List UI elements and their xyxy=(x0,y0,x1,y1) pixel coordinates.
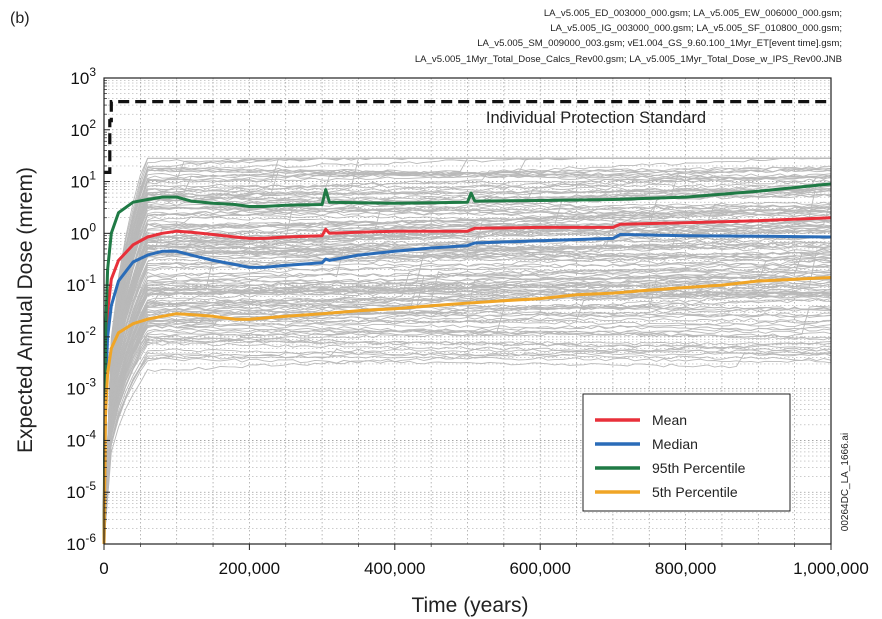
realization-line xyxy=(103,241,832,545)
realization-line xyxy=(103,269,832,545)
y-tick-label: 102 xyxy=(70,117,96,140)
realization-line xyxy=(103,265,832,545)
y-axis-label: Expected Annual Dose (mrem) xyxy=(14,167,37,453)
plot-frame xyxy=(103,77,832,545)
x-tick-label: 1,000,000 xyxy=(793,559,869,578)
realization-line xyxy=(103,265,832,545)
realization-line xyxy=(103,306,832,545)
realization-line xyxy=(103,204,832,545)
realization-line xyxy=(103,348,832,545)
realization-line xyxy=(103,340,832,545)
realization-line xyxy=(103,157,831,545)
legend-label: Median xyxy=(652,436,698,452)
realization-line xyxy=(103,312,832,545)
file-list: LA_v5.005_ED_003000_000.gsm; LA_v5.005_E… xyxy=(222,6,842,67)
realization-line xyxy=(103,168,832,545)
x-tick-label: 400,000 xyxy=(364,559,425,578)
realization-line xyxy=(103,247,832,545)
realization-line xyxy=(103,175,832,545)
series-line xyxy=(102,276,832,545)
series-line xyxy=(102,233,832,545)
x-axis-label: Time (years) xyxy=(411,594,528,617)
legend-label: 95th Percentile xyxy=(652,460,746,476)
realization-line xyxy=(103,303,832,545)
realization-line xyxy=(103,219,832,545)
y-tick-label: 10-1 xyxy=(66,272,96,295)
realization-line xyxy=(103,326,832,545)
realization-line xyxy=(103,165,832,545)
realization-line xyxy=(103,340,832,545)
y-tick-label: 10-2 xyxy=(66,324,96,347)
realization-line xyxy=(103,166,832,545)
realization-line xyxy=(103,295,832,545)
realization-line xyxy=(103,228,832,545)
x-tick-label: 800,000 xyxy=(655,559,716,578)
x-tick-label: 200,000 xyxy=(219,559,280,578)
y-tick-label: 100 xyxy=(70,220,96,243)
x-tick-label: 600,000 xyxy=(509,559,570,578)
protection-standard-line xyxy=(104,100,831,174)
realization-line xyxy=(103,226,832,545)
legend: Mean Median 95th Percentile 5th Percentile xyxy=(582,393,791,512)
series-lines xyxy=(102,182,832,545)
legend-label: Mean xyxy=(652,412,687,428)
y-tick-label: 10-5 xyxy=(66,479,96,502)
y-axis-ticks: 10-6 10-5 10-4 10-3 10-2 10-1 100 101 102 103 xyxy=(66,65,110,554)
standard-annotation: Individual Protection Standard xyxy=(486,109,706,127)
realization-line xyxy=(103,206,832,545)
realization-line xyxy=(103,262,832,545)
realization-line xyxy=(103,279,832,545)
realization-line xyxy=(103,352,832,545)
realization-line xyxy=(103,220,832,545)
y-tick-label: 10-6 xyxy=(66,531,96,554)
realization-line xyxy=(103,291,832,545)
realization-line xyxy=(103,342,832,545)
series-line xyxy=(102,216,832,545)
realization-line xyxy=(103,167,832,545)
realization-line xyxy=(103,339,832,545)
y-tick-label: 101 xyxy=(70,169,96,192)
realization-line xyxy=(103,276,832,545)
realization-line xyxy=(103,174,832,545)
realization-line xyxy=(103,251,831,545)
realization-line xyxy=(103,183,832,545)
realization-line xyxy=(103,270,832,545)
y-tick-label: 103 xyxy=(70,65,96,88)
y-tick-label: 10-3 xyxy=(66,376,96,399)
realization-line xyxy=(103,287,832,545)
y-tick-label: 10-4 xyxy=(66,427,96,450)
realization-line xyxy=(103,169,832,545)
legend-label: 5th Percentile xyxy=(652,484,738,500)
realization-line xyxy=(103,207,832,545)
realization-line xyxy=(103,157,831,545)
realization-line xyxy=(103,352,832,545)
file-line: LA_v5.005_ED_003000_000.gsm; LA_v5.005_E… xyxy=(543,8,842,19)
series-line xyxy=(102,182,832,545)
file-line: LA_v5.005_1Myr_Total_Dose_Calcs_Rev00.gs… xyxy=(414,53,842,65)
realization-line xyxy=(103,313,832,545)
figure-id: 00264DC_LA_1666.ai xyxy=(840,433,851,531)
realization-line xyxy=(103,206,832,545)
panel-label: (b) xyxy=(10,10,30,27)
realization-line xyxy=(103,216,832,545)
realization-line xyxy=(103,188,832,545)
realization-line xyxy=(103,211,832,545)
realization-line xyxy=(103,321,832,545)
realization-line xyxy=(103,330,832,545)
x-tick-label: 0 xyxy=(99,559,108,578)
file-line: LA_v5.005_SM_009000_003.gsm; vE1.004_GS_… xyxy=(477,38,842,50)
x-axis-ticks: 0 200,000 400,000 600,000 800,000 1,000,000 xyxy=(99,544,869,578)
file-line: LA_v5.005_IG_003000_000.gsm; LA_v5.005_S… xyxy=(550,23,842,35)
realization-line xyxy=(103,288,832,545)
realization-line xyxy=(103,274,832,545)
realization-line xyxy=(103,276,832,545)
realization-line xyxy=(103,259,832,545)
realization-line xyxy=(103,201,832,545)
